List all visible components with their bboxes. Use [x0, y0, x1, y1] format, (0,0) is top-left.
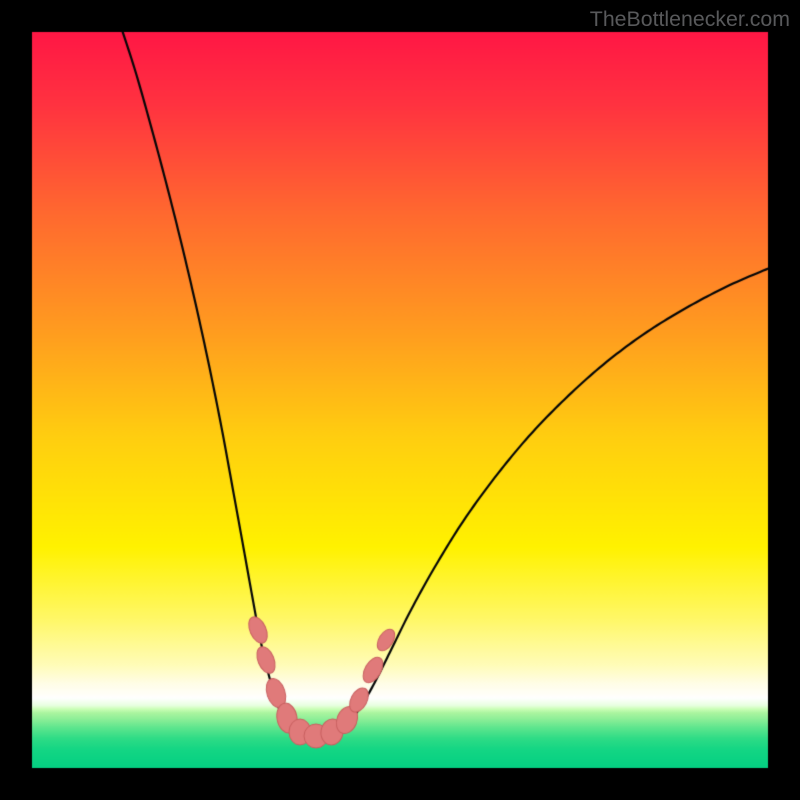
bottleneck-chart-canvas [0, 0, 800, 800]
chart-stage: TheBottlenecker.com [0, 0, 800, 800]
attribution-label: TheBottlenecker.com [590, 7, 790, 32]
